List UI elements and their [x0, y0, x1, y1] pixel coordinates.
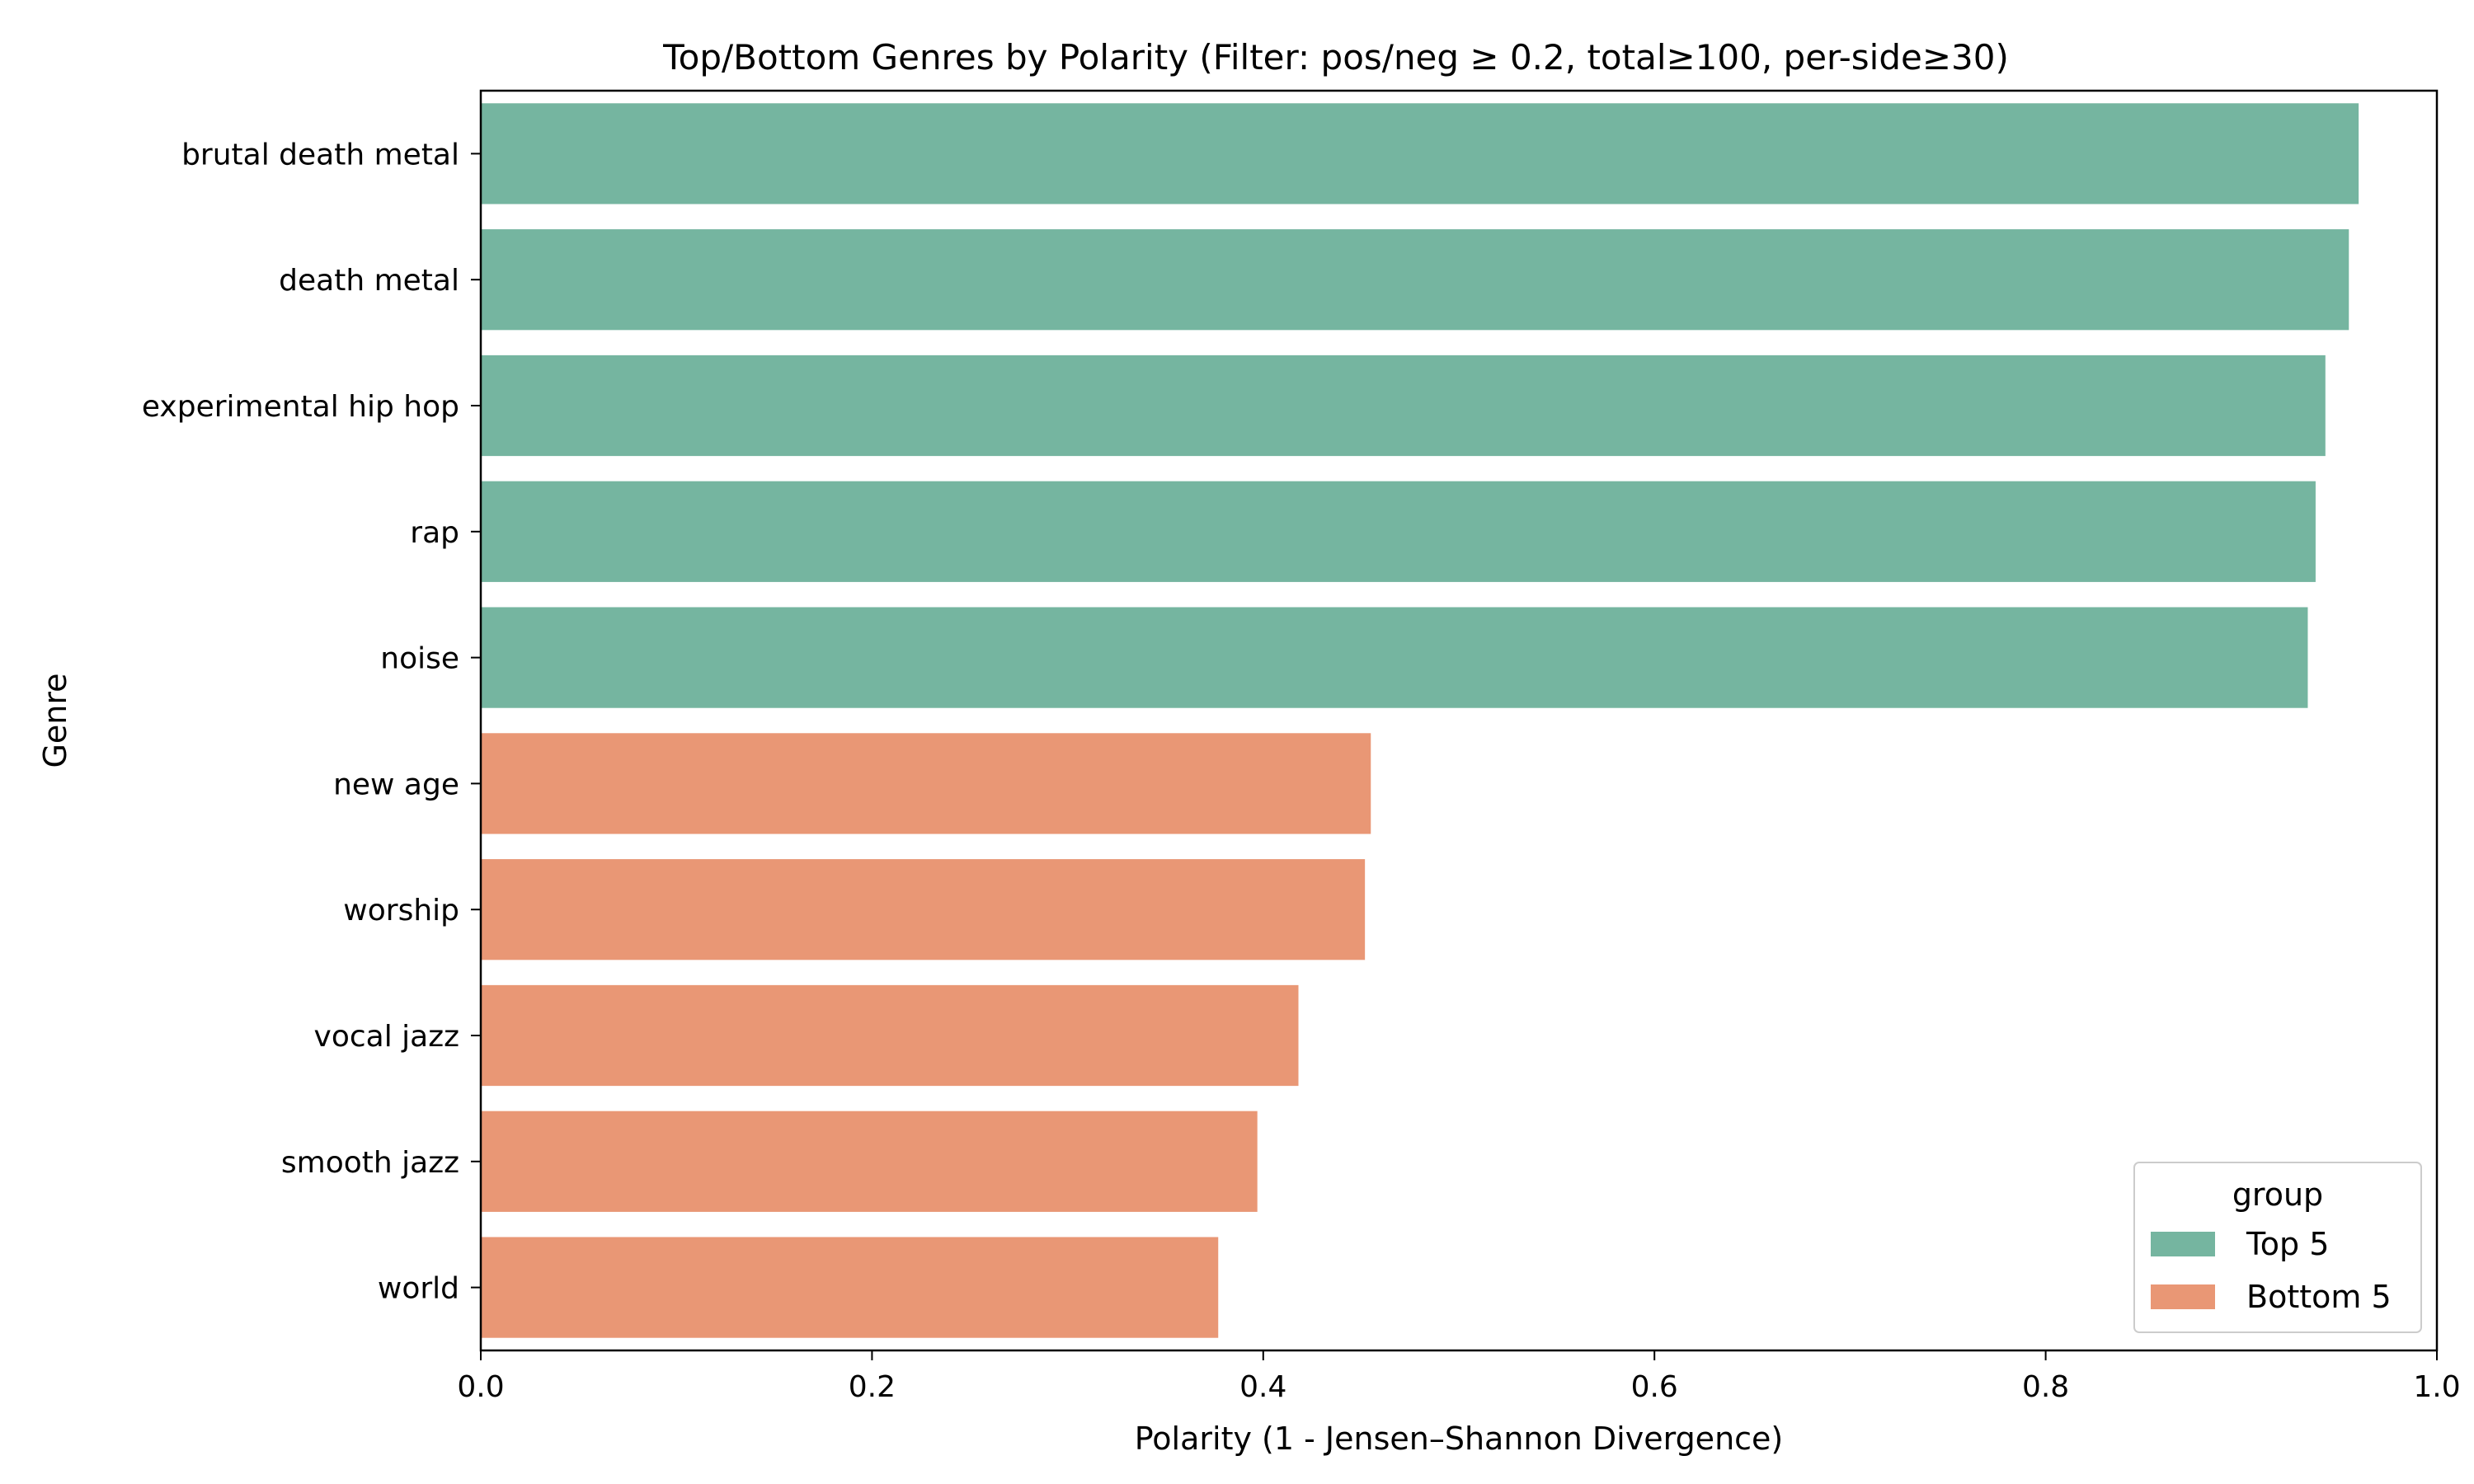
- legend-label: Top 5: [2246, 1226, 2329, 1262]
- y-tick-label: rap: [410, 516, 459, 550]
- x-tick-label: 0.8: [2022, 1370, 2069, 1404]
- bars-group: [481, 103, 2359, 1338]
- chart-title: Top/Bottom Genres by Polarity (Filter: p…: [662, 37, 2009, 77]
- y-axis-ticks: brutal death metal death metal experimenta…: [142, 138, 481, 1306]
- y-tick-label: new age: [333, 768, 459, 801]
- y-tick-label: world: [378, 1272, 459, 1306]
- y-tick-label: smooth jazz: [281, 1146, 459, 1180]
- x-tick-label: 0.2: [849, 1370, 896, 1404]
- bar: [481, 859, 1366, 960]
- bar: [481, 984, 1299, 1087]
- y-axis-label: Genre: [37, 673, 73, 768]
- plot-frame: [479, 89, 2439, 1352]
- legend: group Top 5 Bottom 5: [2133, 1162, 2422, 1333]
- x-tick-label: 1.0: [2413, 1370, 2460, 1404]
- legend-entries: Top 5 Bottom 5: [2151, 1226, 2392, 1315]
- y-tick-label: experimental hip hop: [142, 390, 459, 424]
- bar: [481, 103, 2359, 204]
- y-tick-label: worship: [343, 894, 459, 928]
- bar: [481, 229, 2349, 331]
- y-tick-label: brutal death metal: [181, 138, 459, 171]
- legend-swatch: [2151, 1284, 2215, 1309]
- legend-swatch: [2151, 1232, 2215, 1256]
- bar: [481, 481, 2316, 582]
- x-axis-label: Polarity (1 - Jensen–Shannon Divergence): [1135, 1421, 1784, 1457]
- bar: [481, 733, 1371, 834]
- x-tick-label: 0.0: [457, 1370, 504, 1404]
- bar: [481, 607, 2308, 708]
- y-tick-label: vocal jazz: [314, 1020, 459, 1054]
- x-tick-label: 0.6: [1631, 1370, 1678, 1404]
- x-axis-ticks: 0.0 0.2 0.4 0.6 0.8 1.0: [457, 1350, 2461, 1404]
- bar: [481, 1237, 1219, 1338]
- bar: [481, 1111, 1258, 1212]
- y-tick-label: death metal: [279, 264, 459, 298]
- legend-title: group: [2232, 1176, 2323, 1213]
- bar: [481, 355, 2326, 457]
- y-tick-label: noise: [380, 642, 459, 676]
- x-tick-label: 0.4: [1239, 1370, 1286, 1404]
- legend-label: Bottom 5: [2246, 1279, 2392, 1315]
